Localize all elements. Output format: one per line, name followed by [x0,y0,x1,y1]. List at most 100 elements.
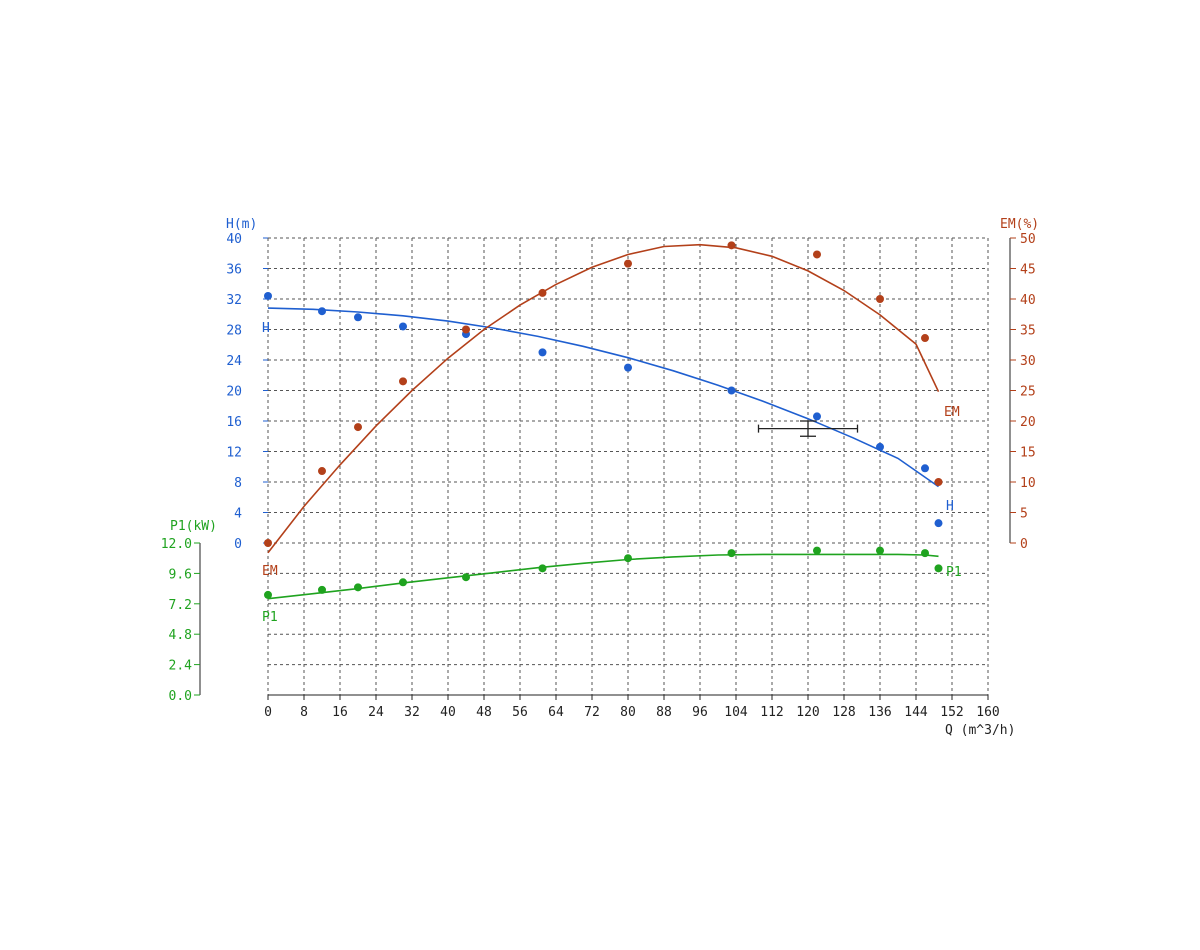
em-start-label: EM [262,564,278,579]
em-tick-label: 50 [1020,232,1036,247]
x-tick-label: 112 [760,705,783,720]
x-tick-label: 40 [440,705,456,720]
p1-end-label: P1 [946,565,962,580]
h-curve [267,307,939,488]
p1-tick-label: 0.0 [169,689,192,704]
em-tick-label: 20 [1020,415,1036,430]
h-data-point [538,348,547,357]
h-data-point [813,412,821,421]
p1-data-point [462,573,470,582]
x-tick-label: 144 [904,705,928,720]
h-tick-label: 40 [226,232,242,247]
x-tick-label: 64 [548,705,564,720]
h-tick-label: 16 [226,415,242,430]
p1-data-point [264,590,272,599]
p1-data-point [538,564,547,573]
p1-tick-label: 4.8 [169,628,192,643]
em-data-point [813,250,821,259]
axis-labels: H(m) EM(%) P1(kW) Q (m^3/h) [170,217,1039,738]
em-data-point [727,241,736,250]
x-tick-label: 160 [976,705,999,720]
h-axis-title: H(m) [226,217,257,232]
p1-data-point [921,549,929,558]
x-tick-label: 128 [832,705,855,720]
p1-data-point [318,585,326,594]
h-tick-label: 32 [226,293,242,308]
p1-data-point [354,583,362,592]
x-tick-label: 48 [476,705,492,720]
p1-tick-label: 7.2 [169,598,192,613]
em-curve [267,243,940,554]
chart-grid [267,237,989,696]
p1-data-point [813,546,821,555]
em-axis-title: EM(%) [1000,217,1039,232]
em-data-point [462,325,470,334]
em-tick-label: 10 [1020,476,1036,491]
x-tick-label: 88 [656,705,672,720]
h-data-point [934,519,943,528]
em-data-point [624,259,632,268]
h-tick-label: 12 [226,446,242,461]
p1-start-label: P1 [262,610,278,625]
h-start-label: H [262,321,270,336]
measured-points [264,241,943,599]
h-data-point [318,307,326,316]
h-tick-label: 8 [234,476,242,491]
x-tick-label: 8 [300,705,308,720]
em-tick-label: 35 [1020,324,1036,339]
h-tick-label: 0 [234,537,242,552]
x-tick-label: 96 [692,705,708,720]
em-tick-label: 40 [1020,293,1036,308]
p1-data-point [727,549,736,558]
x-tick-label: 104 [724,705,748,720]
h-data-point [354,313,362,322]
h-tick-label: 28 [226,324,242,339]
x-tick-label: 56 [512,705,528,720]
x-tick-label: 24 [368,705,384,720]
p1-data-point [624,554,632,563]
h-tick-label: 20 [226,385,242,400]
h-end-label: H [946,499,954,514]
h-data-point [921,464,929,473]
x-tick-label: 120 [796,705,819,720]
p1-curve [267,553,939,600]
h-data-point [399,322,407,331]
x-tick-label: 0 [264,705,272,720]
h-data-point [624,363,632,372]
em-tick-label: 45 [1020,263,1036,278]
h-data-point [264,291,272,300]
chart-axes [199,238,1011,696]
em-data-point [921,334,929,343]
p1-data-point [934,564,943,573]
h-tick-label: 4 [234,507,242,522]
h-data-point [727,386,736,395]
p1-tick-label: 2.4 [169,659,193,674]
p1-tick-label: 9.6 [169,567,192,582]
em-data-point [318,467,326,476]
fitted-curves [267,243,940,600]
x-tick-label: 152 [940,705,963,720]
x-axis-title: Q (m^3/h) [945,723,1015,738]
em-data-point [876,295,884,303]
tick-labels: 0 8 16 24 32 40 48 56 64 72 80 88 96 104 112 120 128 136 1… [161,232,1036,720]
p1-data-point [399,578,407,587]
x-tick-label: 136 [868,705,891,720]
h-data-point [876,442,884,451]
x-tick-label: 32 [404,705,420,720]
p1-axis-title: P1(kW) [170,519,217,534]
em-end-label: EM [944,405,960,420]
em-tick-label: 30 [1020,354,1036,369]
p1-tick-label: 12.0 [161,537,192,552]
em-data-point [354,423,362,432]
h-tick-label: 24 [226,354,242,369]
p1-data-point [876,546,884,555]
h-tick-label: 36 [226,263,242,278]
x-tick-label: 72 [584,705,600,720]
em-data-point [399,377,407,386]
em-tick-label: 15 [1020,446,1036,461]
em-data-point [538,288,547,297]
x-tick-label: 16 [332,705,348,720]
operating-point-marker [757,420,859,437]
em-tick-label: 0 [1020,537,1028,552]
